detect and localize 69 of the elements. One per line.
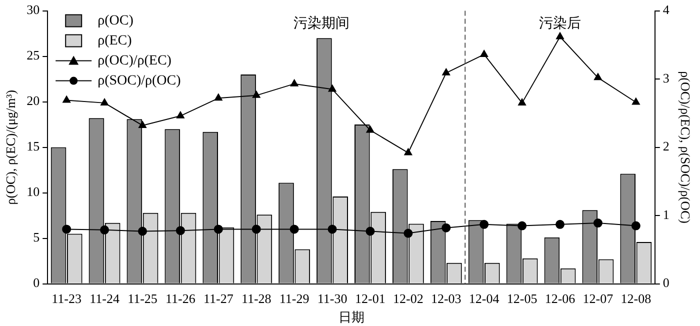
x-tick-label: 11-25 xyxy=(128,291,158,306)
y-tick-label: 0 xyxy=(33,275,40,290)
y-tick-label: 15 xyxy=(26,138,40,154)
point xyxy=(138,226,147,236)
y2-axis-title: ρ(OC)/ρ(EC), ρ(SOC)/ρ(OC) xyxy=(678,71,693,224)
legend-label: ρ(OC)/ρ(EC) xyxy=(98,53,172,68)
point xyxy=(366,126,374,133)
legend-label: ρ(OC) xyxy=(98,13,134,28)
point xyxy=(100,98,108,106)
legend-label: ρ(SOC)/ρ(OC) xyxy=(98,73,182,88)
x-tick-label: 12-05 xyxy=(506,291,538,306)
x-tick-label: 11-28 xyxy=(241,291,272,306)
point xyxy=(138,120,146,128)
y-tick-label: 25 xyxy=(26,48,40,63)
x-tick-label: 11-27 xyxy=(203,291,234,306)
x-tick-label: 11-30 xyxy=(317,291,348,306)
y2-tick-label: 1 xyxy=(662,206,670,222)
point xyxy=(214,94,222,101)
y2-tick-label: 2 xyxy=(662,138,670,154)
point xyxy=(480,50,488,57)
point xyxy=(631,221,640,230)
point xyxy=(62,224,72,234)
x-tick-label: 11-29 xyxy=(279,291,310,306)
x-tick-label: 11-26 xyxy=(166,291,196,306)
x-axis-title: 日期 xyxy=(338,310,364,326)
x-tick-label: 11-24 xyxy=(90,291,120,306)
point xyxy=(442,68,450,76)
point xyxy=(328,84,336,92)
x-tick-label: 12-04 xyxy=(468,291,500,306)
y-tick-label: 10 xyxy=(26,184,40,200)
point xyxy=(480,220,489,229)
point xyxy=(593,218,602,228)
point xyxy=(328,224,337,234)
x-tick-label: 12-02 xyxy=(393,291,424,306)
point xyxy=(252,90,260,98)
point xyxy=(290,224,299,234)
point xyxy=(556,32,564,40)
point xyxy=(594,73,602,80)
x-tick-label: 12-08 xyxy=(620,291,652,306)
y-tick-label: 30 xyxy=(26,2,40,18)
point xyxy=(100,225,110,234)
point xyxy=(404,228,413,238)
point xyxy=(290,79,298,86)
y2-tick-label: 0 xyxy=(662,275,670,290)
point xyxy=(366,226,375,236)
x-tick-label: 12-03 xyxy=(430,291,462,306)
y-tick-label: 20 xyxy=(26,93,40,108)
point xyxy=(632,98,640,105)
point xyxy=(556,220,565,229)
y2-tick-label: 4 xyxy=(662,2,670,18)
annotation: 污染后 xyxy=(539,15,582,32)
annotation: 污染期间 xyxy=(293,15,350,32)
point xyxy=(404,148,412,156)
point xyxy=(62,96,71,103)
point xyxy=(176,111,184,118)
y-tick-label: 5 xyxy=(33,230,40,245)
y2-tick-label: 3 xyxy=(662,70,670,86)
y-axis-title: ρ(OC), ρ(EC)/(μg/m³) xyxy=(3,90,18,205)
point xyxy=(518,221,527,230)
point xyxy=(214,224,223,234)
legend-label: ρ(EC) xyxy=(98,33,132,48)
point xyxy=(518,98,526,106)
point xyxy=(442,223,451,232)
x-tick-label: 11-23 xyxy=(52,291,82,306)
point xyxy=(176,226,185,236)
x-tick-label: 12-01 xyxy=(355,291,386,306)
point xyxy=(252,224,261,234)
x-tick-label: 12-06 xyxy=(544,291,576,306)
x-tick-label: 12-07 xyxy=(582,291,614,306)
